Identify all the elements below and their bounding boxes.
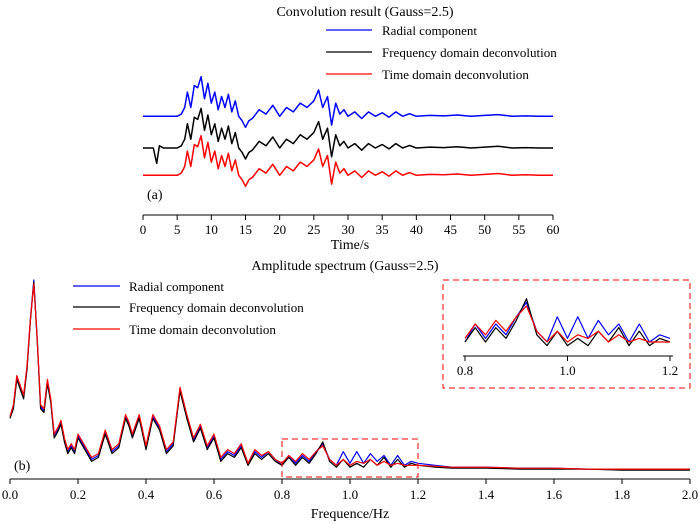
tick-b-label: 1.2 [410,487,426,502]
legend-b-time-label: Time domain deconvolution [129,322,276,337]
legend-a-frequency-label: Frequency domain deconvolution [382,45,557,60]
tick-a-label: 30 [342,222,355,237]
panel-a-xlabel: Time/s [331,238,369,253]
panel-b: Amplitude spectrum (Gauss=2.5) Radial co… [2,259,698,522]
panel-a-label: (a) [147,188,163,203]
tick-a-label: 55 [512,222,525,237]
tick-b-label: 0.0 [2,487,18,502]
legend-a-time-label: Time domain deconvolution [382,67,529,82]
tick-inset-label: 1.0 [559,363,575,378]
tick-b-label: 2.0 [682,487,698,502]
panel-a-x-ticks: 0 5 10 15 20 25 30 35 40 45 50 55 60 [140,215,560,237]
inset-traces [464,298,671,347]
tick-a-label: 45 [444,222,457,237]
panel-b-x-ticks: 0.0 0.2 0.4 0.6 0.8 1.0 1.2 1.4 1.6 1.8 2.0 [2,479,698,502]
panel-a-title: Convolution result (Gauss=2.5) [276,5,453,20]
tick-a-label: 20 [273,222,286,237]
legend-b-frequency-label: Frequency domain deconvolution [129,300,304,315]
trace-inset-frequency-domain-deconvolution [464,298,671,347]
trace-a-time-domain-deconvolution [143,134,553,188]
panel-a-legend: Radial component Frequency domain deconv… [326,23,557,82]
tick-b-label: 0.2 [70,487,86,502]
tick-b-label: 0.4 [138,487,155,502]
legend-a-radial-label: Radial component [382,23,477,38]
inset-x-ticks: 0.8 1.0 1.2 [457,356,678,378]
tick-b-label: 0.6 [206,487,223,502]
highlight-region-box [281,438,419,478]
panel-a-traces [143,75,553,188]
tick-a-label: 50 [478,222,491,237]
tick-a-label: 5 [174,222,181,237]
panel-b-label: (b) [14,459,31,474]
tick-inset-label: 0.8 [457,363,473,378]
tick-b-label: 1.6 [546,487,563,502]
tick-inset-label: 1.2 [662,363,678,378]
tick-a-label: 10 [205,222,218,237]
tick-a-label: 0 [140,222,147,237]
legend-b-radial-label: Radial component [129,279,224,294]
panel-b-legend: Radial component Frequency domain deconv… [73,279,304,337]
tick-b-label: 1.4 [478,487,495,502]
inset: 0.8 1.0 1.2 [442,279,691,389]
tick-b-label: 1.8 [614,487,630,502]
tick-a-label: 15 [239,222,252,237]
tick-a-label: 35 [376,222,389,237]
trace-inset-radial-component [464,301,671,343]
tick-a-label: 25 [307,222,320,237]
tick-a-label: 60 [547,222,560,237]
panel-b-title: Amplitude spectrum (Gauss=2.5) [251,259,438,274]
tick-b-label: 0.8 [274,487,290,502]
trace-inset-time-domain-deconvolution [464,305,670,343]
panel-a: Convolution result (Gauss=2.5) Radial co… [140,5,560,253]
panel-b-traces [9,279,690,471]
tick-b-label: 1.0 [342,487,358,502]
panel-b-xlabel: Frequence/Hz [311,507,390,522]
trace-b-time-domain-deconvolution [9,283,690,470]
tick-a-label: 40 [410,222,423,237]
trace-a-frequency-domain-deconvolution [143,107,553,165]
trace-a-radial-component [143,75,553,129]
